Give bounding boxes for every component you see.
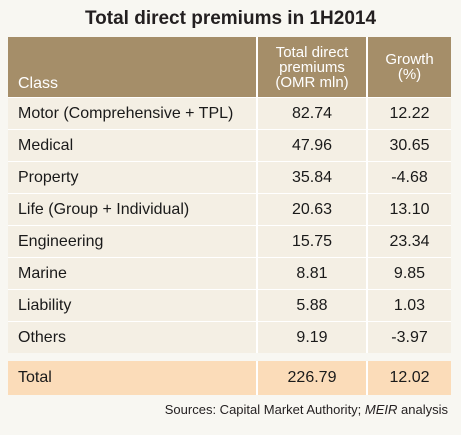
header-growth: Growth (%) <box>368 37 451 97</box>
table-row: Life (Group + Individual) 20.63 13.10 <box>8 193 451 225</box>
row-growth: 13.10 <box>368 193 451 225</box>
header-premiums: Total direct premiums (OMR mln) <box>258 37 368 97</box>
row-premiums: 8.81 <box>258 257 368 289</box>
header-premiums-line3: (OMR mln) <box>275 73 349 91</box>
row-class: Marine <box>8 257 258 289</box>
source-italic: MEIR <box>364 402 398 417</box>
table-row: Liability 5.88 1.03 <box>8 289 451 321</box>
table-row: Engineering 15.75 23.34 <box>8 225 451 257</box>
table-row: Medical 47.96 30.65 <box>8 129 451 161</box>
row-premiums: 5.88 <box>258 289 368 321</box>
total-class: Total <box>8 361 258 395</box>
row-growth: 12.22 <box>368 97 451 129</box>
row-premiums: 35.84 <box>258 161 368 193</box>
header-growth-line2: (%) <box>397 66 422 83</box>
row-class: Engineering <box>8 225 258 257</box>
row-growth: 9.85 <box>368 257 451 289</box>
row-premiums: 9.19 <box>258 321 368 353</box>
row-class: Property <box>8 161 258 193</box>
table-row: Motor (Comprehensive + TPL) 82.74 12.22 <box>8 97 451 129</box>
row-spacer <box>8 353 451 361</box>
total-premiums: 226.79 <box>258 361 368 395</box>
row-premiums: 47.96 <box>258 129 368 161</box>
row-premiums: 82.74 <box>258 97 368 129</box>
row-growth: 23.34 <box>368 225 451 257</box>
total-row: Total 226.79 12.02 <box>8 361 451 395</box>
table-title: Total direct premiums in 1H2014 <box>84 8 377 29</box>
row-class: Others <box>8 321 258 353</box>
table-row: Marine 8.81 9.85 <box>8 257 451 289</box>
header-row: Class Total direct premiums (OMR mln) Gr… <box>8 37 451 97</box>
total-growth: 12.02 <box>368 361 451 395</box>
row-class: Liability <box>8 289 258 321</box>
row-premiums: 20.63 <box>258 193 368 225</box>
row-growth: -4.68 <box>368 161 451 193</box>
table-row: Property 35.84 -4.68 <box>8 161 451 193</box>
source-suffix: analysis <box>397 402 448 417</box>
row-growth: 30.65 <box>368 129 451 161</box>
row-class: Life (Group + Individual) <box>8 193 258 225</box>
header-premiums-line2: premiums <box>279 58 345 76</box>
source-prefix: Sources: Capital Market Authority; <box>164 402 365 417</box>
row-class: Medical <box>8 129 258 161</box>
row-class: Motor (Comprehensive + TPL) <box>8 97 258 129</box>
source-note: Sources: Capital Market Authority; MEIR … <box>165 402 448 417</box>
premiums-table: Class Total direct premiums (OMR mln) Gr… <box>8 37 451 395</box>
row-growth: 1.03 <box>368 289 451 321</box>
table-row: Others 9.19 -3.97 <box>8 321 451 353</box>
row-premiums: 15.75 <box>258 225 368 257</box>
header-growth-line1: Growth <box>385 51 434 68</box>
header-premiums-line1: Total direct <box>275 43 349 61</box>
row-growth: -3.97 <box>368 321 451 353</box>
header-class: Class <box>8 37 258 97</box>
